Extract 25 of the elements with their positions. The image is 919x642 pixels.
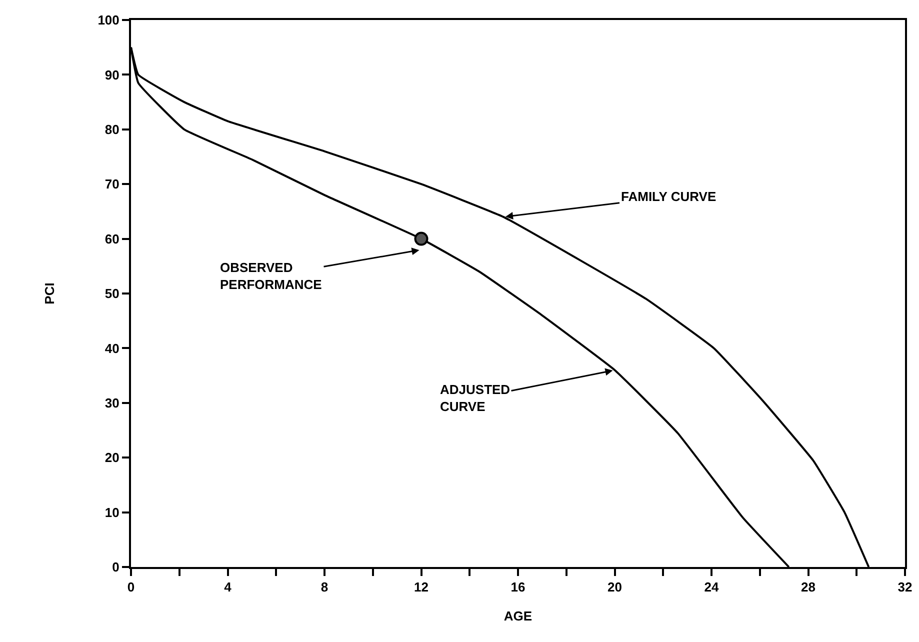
y-tick-label: 90 bbox=[104, 67, 120, 82]
x-tick-label: 32 bbox=[898, 580, 912, 595]
y-tick-label: 40 bbox=[104, 340, 120, 356]
y-tick-label: 20 bbox=[104, 450, 120, 466]
y-tick-label: 80 bbox=[104, 122, 120, 137]
x-tick-label: 4 bbox=[224, 580, 232, 595]
x-tick-label: 24 bbox=[704, 580, 720, 595]
y-tick-label: 0 bbox=[112, 560, 120, 575]
x-tick-label: 20 bbox=[608, 580, 622, 595]
x-tick-label: 8 bbox=[320, 580, 328, 595]
x-tick-label: 0 bbox=[127, 580, 135, 595]
y-tick-label: 60 bbox=[104, 231, 120, 246]
y-tick-label: 50 bbox=[104, 286, 120, 302]
y-tick-label: 30 bbox=[104, 395, 120, 410]
y-tick-label: 10 bbox=[104, 504, 120, 520]
annotation: ADJUSTED CURVE bbox=[440, 382, 510, 414]
x-axis-title: AGE bbox=[504, 608, 532, 624]
annotation: FAMILY CURVE bbox=[621, 189, 716, 204]
y-tick-label: 70 bbox=[104, 176, 120, 192]
x-tick-label: 12 bbox=[414, 580, 428, 595]
annotation: OBSERVED PERFORMANCE bbox=[220, 260, 322, 292]
y-tick-label: 100 bbox=[98, 12, 120, 28]
y-axis-title: PCI bbox=[42, 282, 58, 304]
x-tick-label: 16 bbox=[510, 580, 526, 595]
x-tick-label: 28 bbox=[801, 580, 816, 595]
